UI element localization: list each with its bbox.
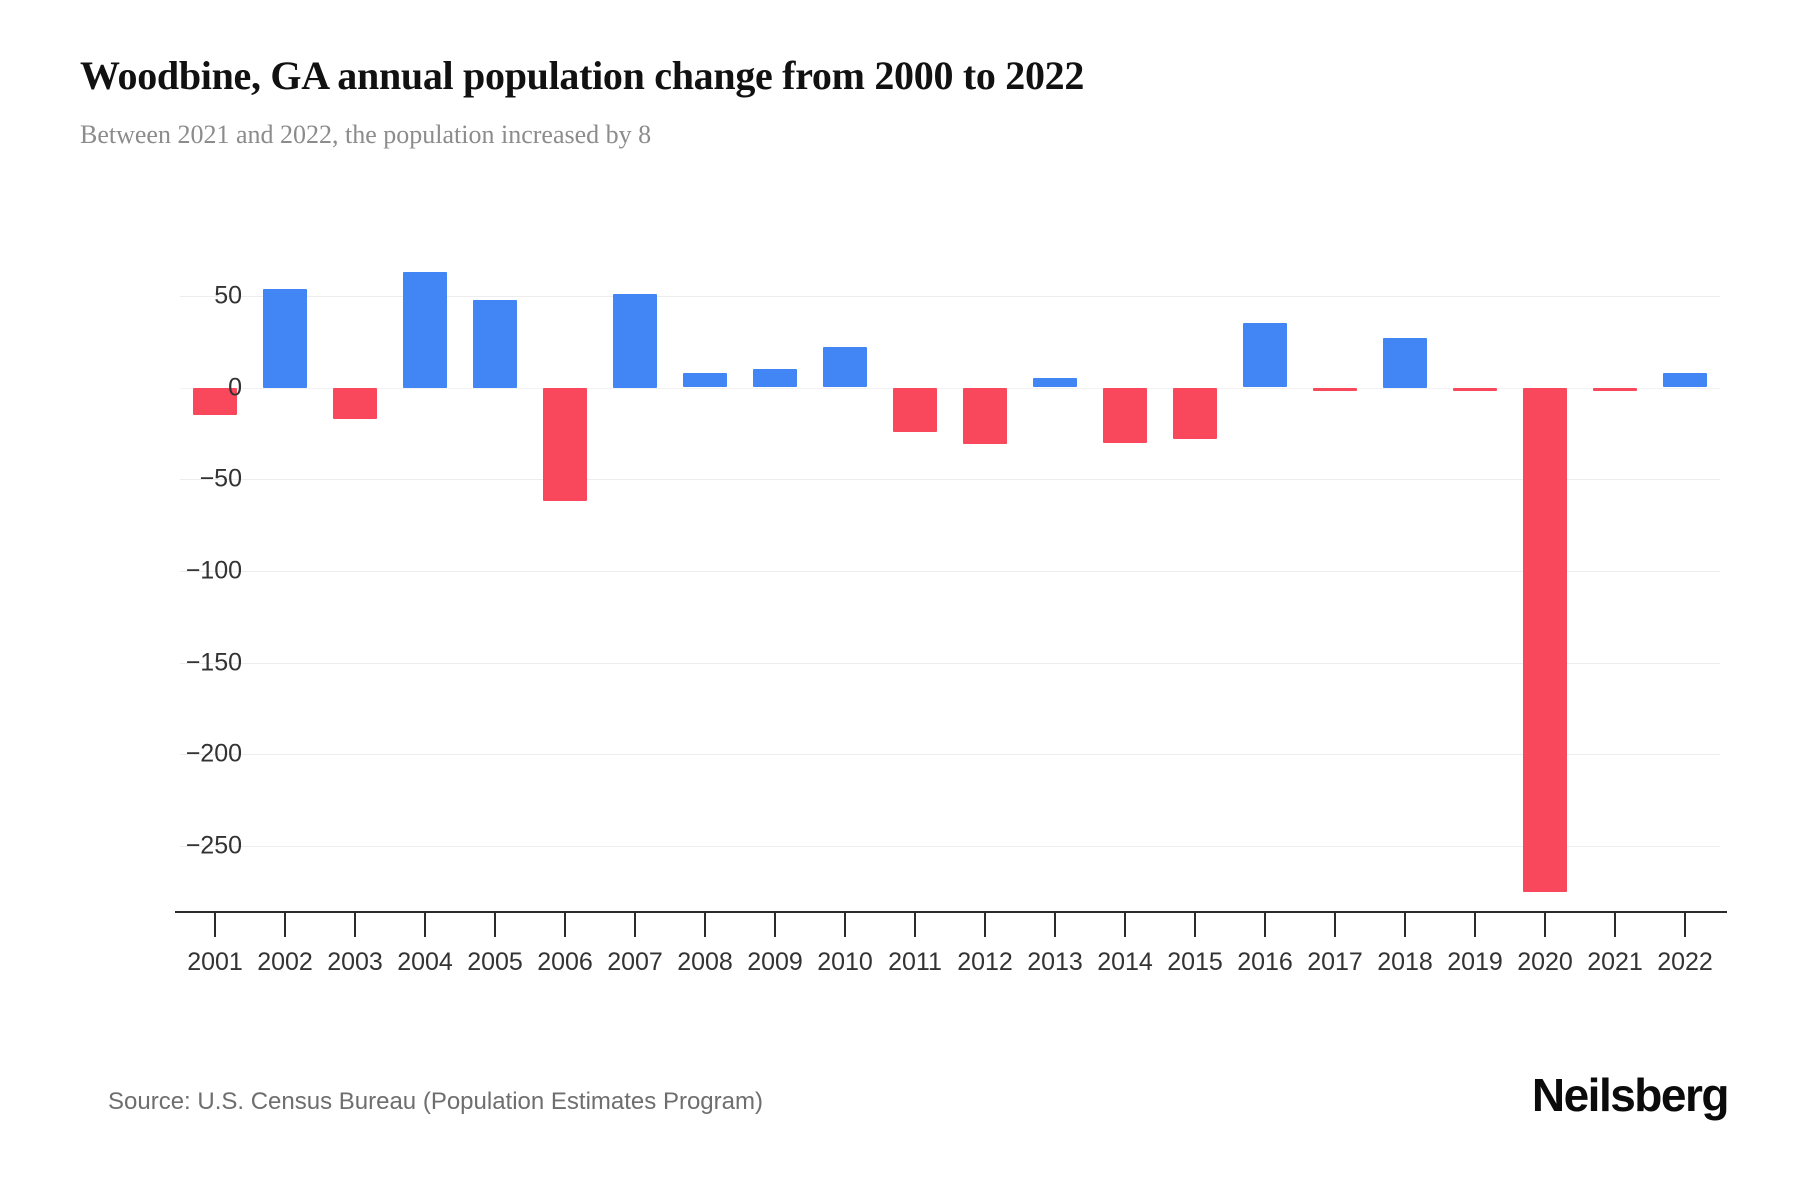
bar-2002[interactable] [263,288,307,388]
x-axis-tick-label: 2021 [1587,948,1643,976]
x-axis-tick-label: 2022 [1657,948,1713,976]
bar-2016[interactable] [1243,323,1287,388]
x-axis-tickmark [1684,913,1686,937]
x-axis-tick-label: 2015 [1167,948,1223,976]
bar-2012[interactable] [963,387,1007,445]
x-axis-tick-label: 2001 [187,948,243,976]
x-axis-tick-label: 2016 [1237,948,1293,976]
x-axis-tick-label: 2007 [607,948,663,976]
bar-2014[interactable] [1103,387,1147,443]
plot-area [180,250,1720,910]
bar-2009[interactable] [753,369,797,388]
bar-2003[interactable] [333,387,377,419]
x-axis-tickmark [774,913,776,937]
gridline [180,662,1720,664]
x-axis-tick-label: 2012 [957,948,1013,976]
x-axis-tickmark [634,913,636,937]
x-axis-tick-label: 2020 [1517,948,1573,976]
y-axis-tick-label: −250 [185,831,242,860]
bar-2015[interactable] [1173,387,1217,439]
x-axis-tickmark [284,913,286,937]
y-axis-tick-label: 50 [214,281,242,310]
x-axis-tickmark [984,913,986,937]
x-axis-tickmark [844,913,846,937]
bar-2008[interactable] [683,372,727,388]
gridline [180,479,1720,481]
x-axis-tickmark [354,913,356,937]
x-axis-tick-label: 2009 [747,948,803,976]
neilsberg-logo: Neilsberg [1531,1069,1730,1121]
x-axis-tick-label: 2018 [1377,948,1433,976]
y-axis-tick-label: −100 [185,556,242,585]
x-axis-tick-label: 2002 [257,948,313,976]
bar-2001[interactable] [193,387,237,415]
x-axis-tick-label: 2010 [817,948,873,976]
x-axis-tick-label: 2006 [537,948,593,976]
gridline [180,295,1720,297]
bar-2017[interactable] [1313,387,1357,392]
x-axis-tickmark [494,913,496,937]
bar-series [180,250,1720,910]
x-axis-tickmark [1264,913,1266,937]
y-axis-tick-label: 0 [228,373,242,401]
x-axis-tickmark [564,913,566,937]
x-axis-tick-label: 2005 [467,948,523,976]
x-axis-tickmark [424,913,426,937]
x-axis-tick-label: 2014 [1097,948,1153,976]
bar-2006[interactable] [543,387,587,502]
x-axis-tickmark [1474,913,1476,937]
x-axis-tickmark [914,913,916,937]
bar-2022[interactable] [1663,372,1707,388]
bar-2004[interactable] [403,272,447,388]
bar-2013[interactable] [1033,378,1077,388]
x-axis-tickmark [214,913,216,937]
x-axis-tickmark [704,913,706,937]
x-axis-tickmark [1404,913,1406,937]
x-axis-tickmark [1124,913,1126,937]
page-subtitle: Between 2021 and 2022, the population in… [80,120,652,149]
y-axis-tick-label: −200 [185,739,242,768]
bar-2019[interactable] [1453,387,1497,391]
gridline [180,387,1720,389]
bar-2018[interactable] [1383,338,1427,388]
x-axis-tick-label: 2019 [1447,948,1503,976]
gridline [180,754,1720,756]
x-axis-tickmark [1194,913,1196,937]
gridline [180,845,1720,847]
y-axis-tick-label: −150 [185,648,242,676]
x-axis-tickmark [1334,913,1336,937]
x-axis-tickmark [1614,913,1616,937]
bar-2007[interactable] [613,294,657,388]
bar-2021[interactable] [1593,387,1637,392]
source-note: Source: U.S. Census Bureau (Population E… [108,1088,763,1115]
bar-2011[interactable] [893,387,937,432]
x-axis-tick-label: 2008 [677,948,733,976]
y-axis-tick-label: −50 [199,464,242,493]
x-axis-line [175,911,1727,913]
x-axis-tick-label: 2011 [888,948,942,976]
x-axis-tickmark [1054,913,1056,937]
x-axis-tick-label: 2013 [1027,948,1083,976]
bar-2005[interactable] [473,299,517,388]
x-axis-tick-label: 2004 [397,948,453,976]
x-axis-tickmark [1544,913,1546,937]
x-axis-tick-label: 2003 [327,948,383,976]
page-title: Woodbine, GA annual population change fr… [80,53,1085,98]
bar-2010[interactable] [823,347,867,388]
gridline [180,570,1720,572]
bar-2020[interactable] [1523,387,1567,892]
x-axis-tick-label: 2017 [1307,948,1363,976]
